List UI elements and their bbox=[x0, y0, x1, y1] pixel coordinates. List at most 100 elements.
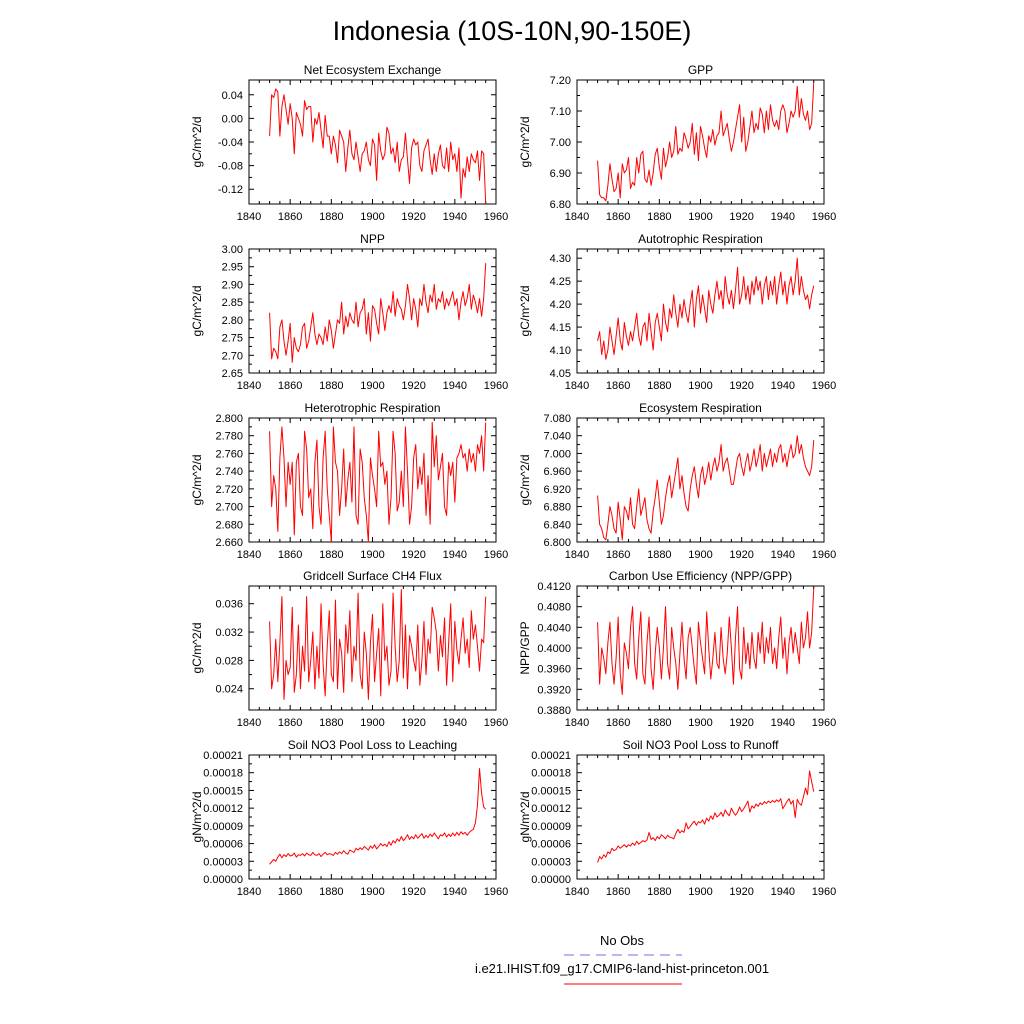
y-tick-label: 0.4120 bbox=[537, 581, 571, 593]
y-axis-label: gN/m^2/d bbox=[518, 792, 532, 843]
x-tick-label: 1880 bbox=[647, 717, 671, 729]
x-tick-label: 1900 bbox=[688, 549, 712, 561]
series-line bbox=[597, 770, 815, 863]
panel-soil-no3-pool-loss-to-runoff: Soil NO3 Pool Loss to Runoff gN/m^2/d 1840… bbox=[518, 738, 836, 898]
panel-title: Soil NO3 Pool Loss to Runoff bbox=[623, 738, 780, 752]
y-tick-label: 0.00009 bbox=[531, 821, 571, 833]
x-tick-label: 1860 bbox=[278, 717, 302, 729]
series-line bbox=[597, 435, 815, 541]
series-line bbox=[269, 88, 487, 205]
panel-ecosystem-respiration: Ecosystem Respiration gC/m^2/d 1840 1860 188… bbox=[518, 401, 836, 561]
x-tick-label: 1900 bbox=[688, 886, 712, 898]
panel-title: Heterotrophic Respiration bbox=[304, 401, 440, 415]
x-tick-label: 1960 bbox=[812, 717, 836, 729]
x-tick-label: 1900 bbox=[688, 717, 712, 729]
panel-title: Carbon Use Efficiency (NPP/GPP) bbox=[609, 569, 792, 583]
y-tick-label: 0.00018 bbox=[203, 768, 243, 780]
panel-title: Ecosystem Respiration bbox=[639, 401, 762, 415]
y-tick-label: 2.65 bbox=[222, 368, 243, 380]
chart-panels: Net Ecosystem Exchange gC/m^2/d 1840 1860 18… bbox=[190, 63, 836, 898]
y-tick-label: 0.00009 bbox=[203, 821, 243, 833]
panel-title: Soil NO3 Pool Loss to Leaching bbox=[288, 738, 457, 752]
y-tick-label: 0.00012 bbox=[531, 803, 571, 815]
y-axis-label: gC/m^2/d bbox=[518, 286, 532, 337]
y-tick-label: 0.00000 bbox=[203, 874, 243, 886]
series-line bbox=[597, 588, 815, 695]
y-tick-label: 6.960 bbox=[543, 466, 571, 478]
y-tick-label: 6.80 bbox=[550, 199, 571, 211]
x-tick-label: 1900 bbox=[688, 380, 712, 392]
legend-label-obs: No Obs bbox=[600, 933, 645, 948]
y-tick-label: 7.10 bbox=[550, 106, 571, 118]
y-tick-label: 2.660 bbox=[215, 537, 243, 549]
x-tick-label: 1960 bbox=[484, 211, 508, 223]
y-tick-label: 0.00021 bbox=[203, 750, 243, 762]
x-tick-label: 1920 bbox=[401, 211, 425, 223]
x-tick-label: 1960 bbox=[484, 380, 508, 392]
x-tick-label: 1860 bbox=[606, 549, 630, 561]
y-tick-label: 0.4000 bbox=[537, 643, 571, 655]
x-tick-label: 1880 bbox=[647, 380, 671, 392]
y-tick-label: 4.20 bbox=[550, 299, 571, 311]
y-tick-label: 0.4080 bbox=[537, 602, 571, 614]
y-tick-label: 4.30 bbox=[550, 253, 571, 265]
y-tick-label: 0.3960 bbox=[537, 664, 571, 676]
x-tick-label: 1840 bbox=[237, 717, 261, 729]
y-tick-label: 2.740 bbox=[215, 466, 243, 478]
y-tick-label: 0.00006 bbox=[531, 839, 571, 851]
x-tick-label: 1860 bbox=[278, 549, 302, 561]
y-tick-label: 0.4040 bbox=[537, 622, 571, 634]
x-tick-label: 1960 bbox=[484, 717, 508, 729]
x-tick-label: 1940 bbox=[443, 211, 467, 223]
main-title: Indonesia (10S-10N,90-150E) bbox=[333, 16, 692, 46]
x-tick-label: 1900 bbox=[360, 717, 384, 729]
x-tick-label: 1920 bbox=[729, 717, 753, 729]
series-line bbox=[269, 589, 487, 700]
y-tick-label: 6.800 bbox=[543, 537, 571, 549]
x-tick-label: 1840 bbox=[237, 380, 261, 392]
y-tick-label: 2.700 bbox=[215, 502, 243, 514]
panel-npp: NPP gC/m^2/d 1840 1860 1880 1900 1920 1940 1960 3… bbox=[190, 232, 508, 392]
panel-title: GPP bbox=[688, 63, 713, 77]
x-tick-label: 1880 bbox=[647, 211, 671, 223]
x-tick-label: 1900 bbox=[360, 380, 384, 392]
y-tick-label: 0.00015 bbox=[203, 785, 243, 797]
series-line bbox=[597, 257, 815, 360]
x-tick-label: 1960 bbox=[812, 549, 836, 561]
y-axis-label: gN/m^2/d bbox=[190, 792, 204, 843]
y-tick-label: 7.040 bbox=[543, 431, 571, 443]
panel-title: Autotrophic Respiration bbox=[638, 232, 763, 246]
x-tick-label: 1960 bbox=[484, 549, 508, 561]
panel-soil-no3-pool-loss-to-leaching: Soil NO3 Pool Loss to Leaching gN/m^2/d 18… bbox=[190, 738, 508, 898]
y-tick-label: 2.70 bbox=[222, 350, 243, 362]
series-line bbox=[269, 768, 487, 865]
x-tick-label: 1860 bbox=[606, 886, 630, 898]
x-tick-label: 1860 bbox=[278, 211, 302, 223]
y-tick-label: 4.05 bbox=[550, 368, 571, 380]
x-tick-label: 1940 bbox=[443, 380, 467, 392]
series-line bbox=[597, 83, 815, 202]
y-tick-label: -0.04 bbox=[218, 137, 243, 149]
x-tick-label: 1940 bbox=[771, 549, 795, 561]
y-tick-label: 0.00006 bbox=[203, 839, 243, 851]
x-tick-label: 1920 bbox=[401, 549, 425, 561]
x-tick-label: 1880 bbox=[647, 886, 671, 898]
y-tick-label: 0.00003 bbox=[203, 856, 243, 868]
y-tick-label: 0.00000 bbox=[531, 874, 571, 886]
panel-heterotrophic-respiration: Heterotrophic Respiration gC/m^2/d 1840 186… bbox=[190, 401, 508, 561]
y-tick-label: 7.20 bbox=[550, 75, 571, 87]
panel-carbon-use-efficiency-npp-gpp: Carbon Use Efficiency (NPP/GPP) NPP/GPP 18… bbox=[518, 569, 836, 729]
x-tick-label: 1960 bbox=[812, 380, 836, 392]
x-tick-label: 1860 bbox=[606, 717, 630, 729]
x-tick-label: 1880 bbox=[319, 211, 343, 223]
y-tick-label: 4.15 bbox=[550, 322, 571, 334]
y-tick-label: 0.024 bbox=[215, 684, 243, 696]
y-tick-label: 7.00 bbox=[550, 137, 571, 149]
panel-title: NPP bbox=[360, 232, 385, 246]
x-tick-label: 1940 bbox=[443, 886, 467, 898]
x-tick-label: 1840 bbox=[565, 380, 589, 392]
y-tick-label: 2.760 bbox=[215, 448, 243, 460]
x-tick-label: 1920 bbox=[729, 380, 753, 392]
y-tick-label: 6.920 bbox=[543, 484, 571, 496]
